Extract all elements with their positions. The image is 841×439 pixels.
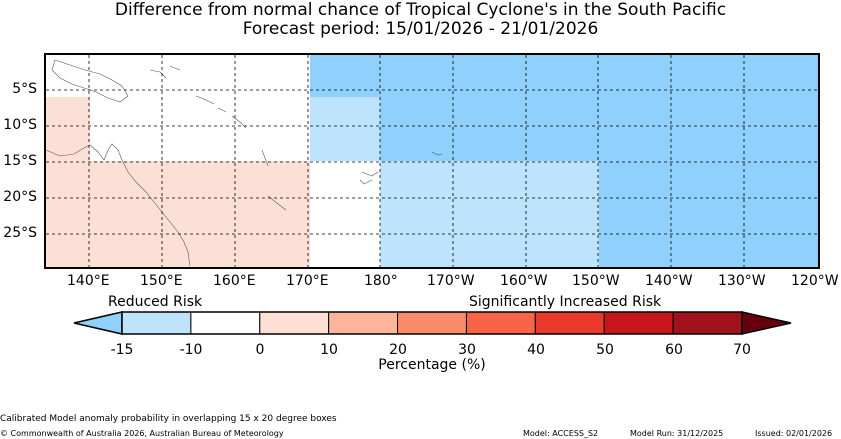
lon-label-170w: 170°W bbox=[427, 273, 475, 289]
colorbar-tick: 30 bbox=[458, 342, 476, 358]
colorbar-segment bbox=[397, 311, 467, 335]
colorbar-xlabel: Percentage (%) bbox=[378, 357, 486, 373]
colorbar-tick: -15 bbox=[110, 342, 134, 358]
cell-increase-south bbox=[90, 161, 310, 267]
lat-label-5s: 5°S bbox=[12, 81, 37, 97]
colorbar-over-arrow bbox=[741, 311, 792, 335]
colorbar-frame bbox=[121, 311, 743, 335]
australia-west-coast bbox=[45, 144, 91, 157]
lon-label-120w: 120°W bbox=[791, 273, 839, 289]
footer-copyright: © Commonwealth of Australia 2026, Austra… bbox=[0, 429, 284, 438]
lon-label-160w: 160°W bbox=[500, 273, 548, 289]
footer-note: Calibrated Model anomaly probability in … bbox=[0, 414, 337, 424]
footer-issued: Issued: 02/01/2026 bbox=[755, 429, 833, 438]
colorbar-tick: 60 bbox=[665, 342, 683, 358]
cell-strong-reduced-north bbox=[310, 55, 818, 97]
cell-strong-reduced-east bbox=[599, 161, 818, 267]
colorbar-tick: 70 bbox=[733, 342, 751, 358]
cell-increase-west bbox=[46, 97, 90, 267]
colorbar-segment bbox=[603, 311, 674, 335]
cell-reduced-west bbox=[310, 97, 380, 161]
map-grid bbox=[46, 55, 818, 267]
colorbar bbox=[73, 311, 792, 335]
colorbar-segment bbox=[121, 311, 192, 335]
colorbar-tick: 50 bbox=[596, 342, 614, 358]
cell-strong-reduced-mid bbox=[380, 97, 818, 161]
reduced-risk-caption: Reduced Risk bbox=[108, 294, 203, 310]
new-caledonia bbox=[267, 195, 287, 211]
footer-model-run: Model Run: 31/12/2025 bbox=[630, 429, 724, 438]
increased-risk-caption: Significantly Increased Risk bbox=[469, 294, 662, 310]
colorbar-tick: 10 bbox=[320, 342, 338, 358]
map-frame bbox=[44, 53, 820, 269]
colorbar-segment bbox=[672, 311, 743, 335]
colorbar-tick: 20 bbox=[389, 342, 407, 358]
bismarck-islands bbox=[149, 65, 181, 79]
footer-model: Model: ACCESS_S2 bbox=[523, 429, 599, 438]
colorbar-tick: -10 bbox=[179, 342, 203, 358]
vanuatu bbox=[261, 149, 269, 167]
lon-label-130w: 130°W bbox=[718, 273, 766, 289]
lat-label-10s: 10°S bbox=[3, 117, 37, 133]
colorbar-segment bbox=[465, 311, 536, 335]
lon-label-140w: 140°W bbox=[645, 273, 693, 289]
colorbar-segment bbox=[534, 311, 605, 335]
fiji bbox=[359, 171, 379, 185]
solomon-islands bbox=[195, 95, 247, 129]
lon-label-180: 180° bbox=[364, 273, 398, 289]
map-title: Difference from normal chance of Tropica… bbox=[114, 0, 727, 20]
lon-label-170e: 170°E bbox=[286, 273, 329, 289]
lat-label-25s: 25°S bbox=[3, 225, 37, 241]
colorbar-segment bbox=[190, 311, 261, 335]
cell-reduced-south bbox=[380, 161, 599, 267]
lon-label-160e: 160°E bbox=[213, 273, 256, 289]
lat-label-20s: 20°S bbox=[3, 189, 37, 205]
lon-label-150e: 150°E bbox=[140, 273, 183, 289]
new-guinea-coast bbox=[51, 59, 129, 103]
lon-label-150w: 150°W bbox=[572, 273, 620, 289]
colorbar-segment bbox=[259, 311, 330, 335]
colorbar-tick: 0 bbox=[255, 342, 265, 358]
colorbar-tick: 40 bbox=[527, 342, 545, 358]
australia-coast bbox=[89, 143, 191, 267]
colorbar-under-arrow bbox=[73, 311, 123, 335]
samoa-islands bbox=[431, 151, 443, 156]
lon-label-140e: 140°E bbox=[67, 273, 110, 289]
colorbar-segment bbox=[328, 311, 399, 335]
forecast-period: Forecast period: 15/01/2026 - 21/01/2026 bbox=[242, 19, 599, 39]
lat-label-15s: 15°S bbox=[3, 153, 37, 169]
